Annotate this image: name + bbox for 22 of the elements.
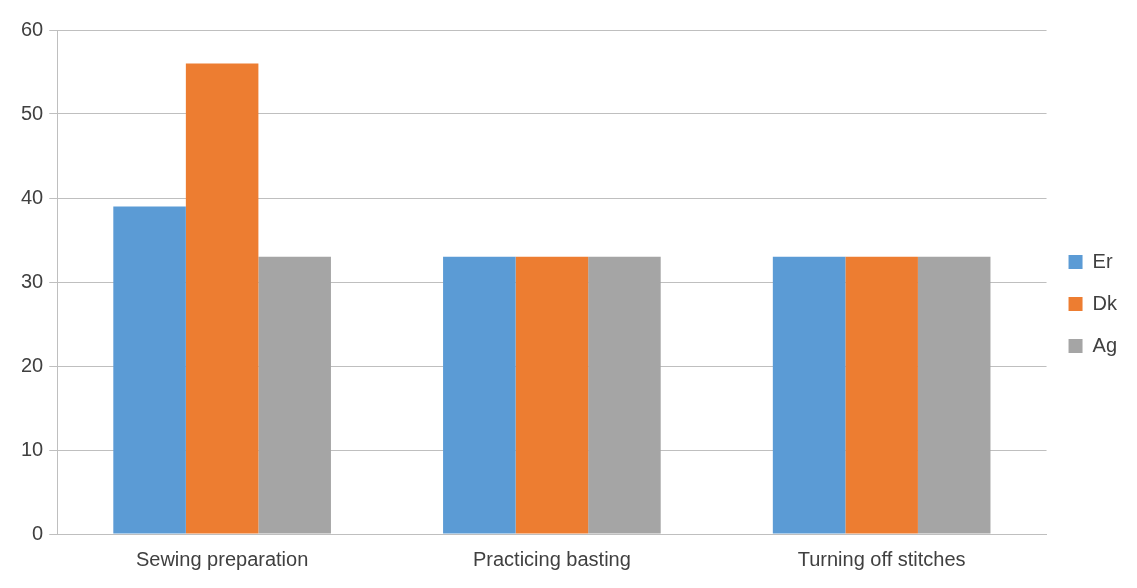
bar bbox=[917, 256, 991, 534]
y-tick-label: 30 bbox=[21, 269, 44, 292]
y-tick-label: 60 bbox=[21, 17, 44, 40]
x-tick-label: Sewing preparation bbox=[135, 547, 309, 570]
bar bbox=[772, 256, 846, 534]
x-tick-label: Turning off stitches bbox=[797, 547, 966, 570]
y-tick-label: 0 bbox=[32, 521, 44, 544]
bar bbox=[515, 256, 589, 534]
bar bbox=[845, 256, 918, 534]
legend-label: Ag bbox=[1092, 333, 1118, 356]
y-tick-label: 10 bbox=[21, 437, 44, 460]
bar bbox=[258, 256, 331, 534]
y-tick-label: 20 bbox=[21, 353, 44, 376]
x-tick-label: Practicing basting bbox=[472, 547, 631, 570]
bar bbox=[185, 63, 259, 534]
legend-label: Dk bbox=[1092, 291, 1118, 314]
y-tick-label: 50 bbox=[21, 101, 44, 124]
bar bbox=[588, 256, 661, 534]
legend-label: Er bbox=[1092, 249, 1113, 272]
y-tick-label: 40 bbox=[21, 185, 44, 208]
bar bbox=[113, 206, 186, 534]
bar bbox=[443, 256, 516, 534]
